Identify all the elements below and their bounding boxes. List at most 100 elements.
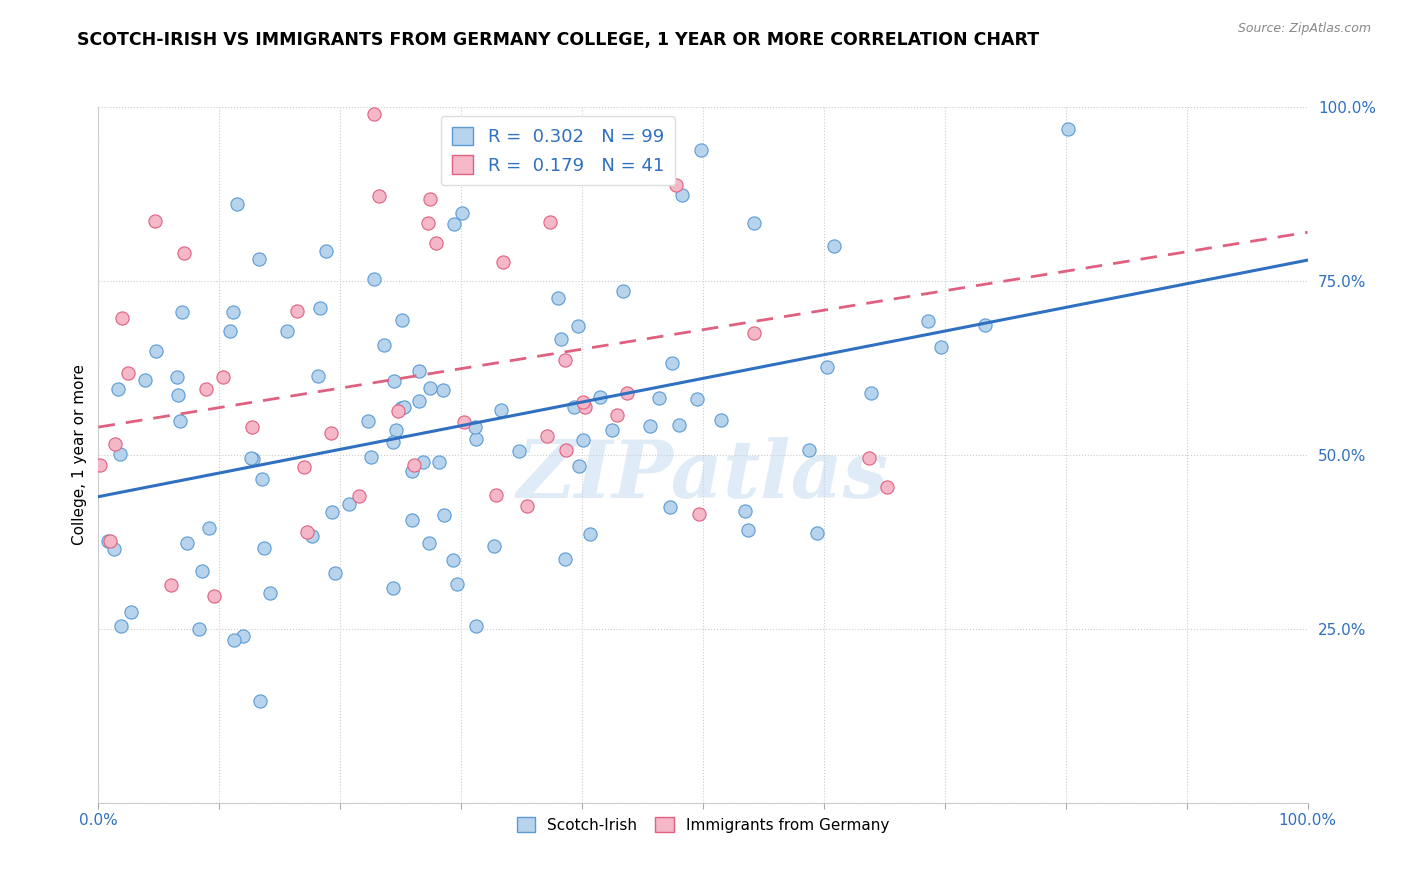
- Point: [806, 526, 828, 541]
- Point: [98, 533, 121, 548]
- Point: [166, 370, 188, 384]
- Point: [432, 383, 454, 397]
- Point: [419, 381, 441, 395]
- Point: [321, 505, 343, 519]
- Point: [382, 435, 405, 450]
- Point: [401, 464, 423, 478]
- Point: [250, 471, 273, 485]
- Point: [110, 619, 132, 633]
- Point: [373, 337, 395, 351]
- Point: [648, 392, 671, 406]
- Point: [382, 374, 405, 388]
- Point: [167, 388, 190, 402]
- Point: [240, 420, 263, 434]
- Point: [89, 458, 111, 472]
- Point: [108, 447, 131, 461]
- Point: [222, 305, 245, 319]
- Point: [172, 305, 194, 319]
- Point: [589, 390, 612, 404]
- Point: [443, 218, 465, 232]
- Point: [387, 404, 409, 418]
- Point: [974, 318, 997, 332]
- Point: [536, 428, 558, 442]
- Point: [408, 364, 430, 378]
- Point: [917, 313, 939, 327]
- Point: [516, 499, 538, 513]
- Point: [401, 513, 423, 527]
- Point: [658, 500, 681, 514]
- Point: [239, 451, 262, 466]
- Point: [876, 480, 898, 494]
- Point: [249, 694, 271, 708]
- Point: [612, 285, 634, 299]
- Point: [453, 415, 475, 429]
- Point: [418, 536, 440, 550]
- Point: [1057, 122, 1080, 136]
- Point: [686, 392, 709, 406]
- Point: [107, 383, 129, 397]
- Point: [145, 343, 167, 358]
- Point: [337, 497, 360, 511]
- Point: [382, 582, 405, 596]
- Point: [465, 432, 488, 446]
- Point: [482, 539, 505, 553]
- Point: [190, 564, 212, 578]
- Point: [391, 313, 413, 327]
- Point: [661, 355, 683, 369]
- Point: [492, 255, 515, 269]
- Text: Source: ZipAtlas.com: Source: ZipAtlas.com: [1237, 22, 1371, 36]
- Point: [219, 324, 242, 338]
- Point: [823, 239, 845, 253]
- Point: [485, 488, 508, 502]
- Point: [638, 419, 661, 434]
- Point: [567, 318, 589, 333]
- Point: [550, 332, 572, 346]
- Text: SCOTCH-IRISH VS IMMIGRANTS FROM GERMANY COLLEGE, 1 YEAR OR MORE CORRELATION CHAR: SCOTCH-IRISH VS IMMIGRANTS FROM GERMANY …: [77, 31, 1039, 49]
- Point: [562, 400, 585, 414]
- Point: [222, 633, 245, 648]
- Point: [292, 460, 315, 475]
- Point: [357, 414, 380, 428]
- Point: [433, 508, 456, 523]
- Point: [538, 215, 561, 229]
- Point: [579, 526, 602, 541]
- Point: [103, 541, 125, 556]
- Point: [412, 455, 434, 469]
- Point: [259, 586, 281, 600]
- Point: [169, 414, 191, 428]
- Point: [489, 402, 512, 417]
- Point: [385, 423, 408, 437]
- Point: [143, 214, 166, 228]
- Point: [671, 187, 693, 202]
- Point: [117, 366, 139, 380]
- Point: [188, 622, 211, 636]
- Point: [688, 507, 710, 521]
- Point: [465, 619, 488, 633]
- Point: [450, 205, 472, 219]
- Point: [600, 424, 623, 438]
- Point: [309, 301, 332, 316]
- Point: [349, 489, 371, 503]
- Point: [253, 541, 276, 556]
- Point: [574, 401, 596, 415]
- Point: [508, 444, 530, 458]
- Point: [363, 272, 385, 286]
- Point: [710, 412, 733, 426]
- Point: [464, 420, 486, 434]
- Point: [389, 401, 412, 416]
- Point: [134, 373, 156, 387]
- Point: [198, 521, 221, 535]
- Point: [202, 589, 225, 603]
- Point: [307, 369, 329, 384]
- Point: [104, 436, 127, 450]
- Point: [323, 566, 346, 580]
- Point: [242, 451, 264, 466]
- Y-axis label: College, 1 year or more: College, 1 year or more: [72, 365, 87, 545]
- Point: [441, 553, 464, 567]
- Point: [799, 442, 821, 457]
- Point: [737, 523, 759, 537]
- Point: [408, 394, 430, 409]
- Point: [195, 382, 218, 396]
- Point: [859, 386, 882, 401]
- Point: [568, 459, 591, 474]
